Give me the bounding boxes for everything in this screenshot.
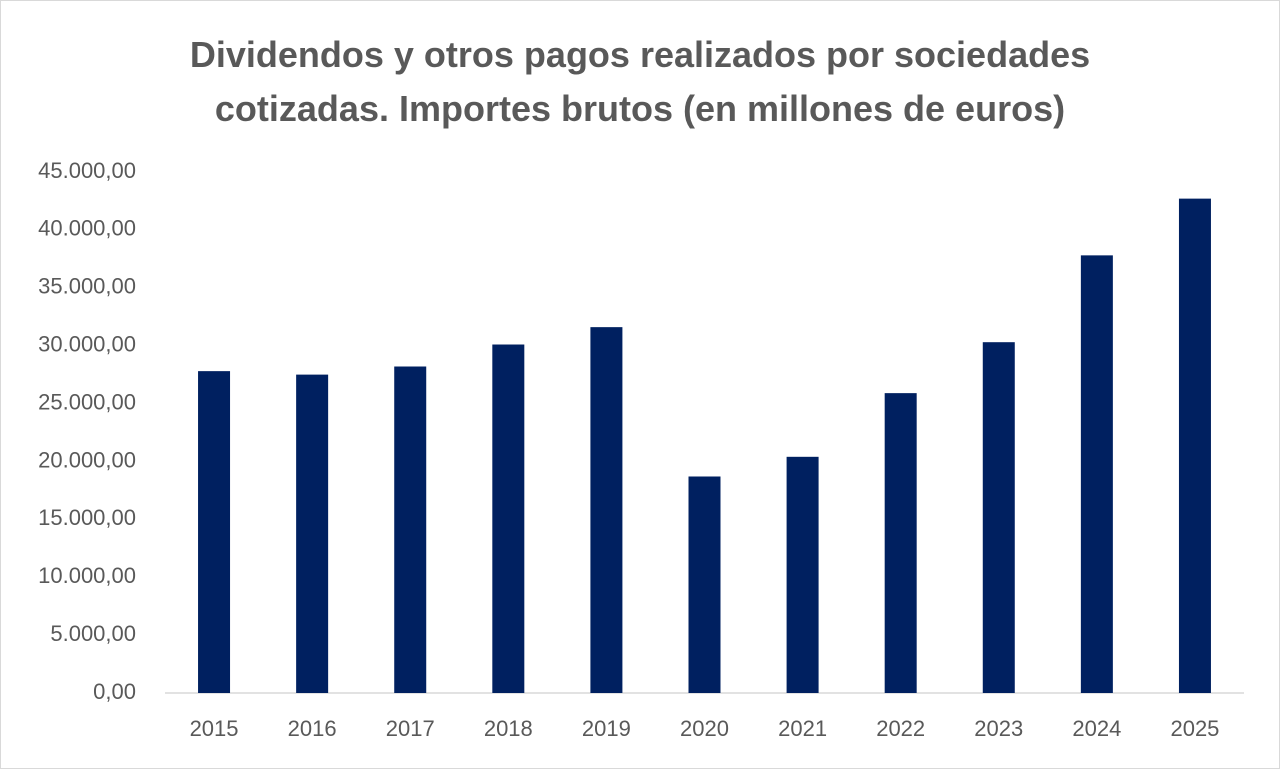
y-tick-label: 15.000,00 bbox=[38, 505, 136, 530]
chart-title: Dividendos y otros pagos realizados por … bbox=[189, 34, 1091, 129]
y-tick-label: 30.000,00 bbox=[38, 331, 136, 356]
x-tick-label: 2023 bbox=[974, 716, 1023, 741]
x-tick-label: 2015 bbox=[190, 716, 239, 741]
x-tick-label: 2021 bbox=[778, 716, 827, 741]
x-tick-label: 2022 bbox=[876, 716, 925, 741]
x-tick-label: 2019 bbox=[582, 716, 631, 741]
x-tick-label: 2020 bbox=[680, 716, 729, 741]
bar bbox=[982, 342, 1015, 693]
bar bbox=[296, 374, 329, 693]
x-tick-label: 2025 bbox=[1170, 716, 1219, 741]
bar bbox=[590, 327, 623, 693]
y-tick-label: 5.000,00 bbox=[50, 621, 136, 646]
x-tick-label: 2016 bbox=[288, 716, 337, 741]
y-tick-label: 10.000,00 bbox=[38, 563, 136, 588]
y-tick-label: 40.000,00 bbox=[38, 216, 136, 241]
x-tick-label: 2017 bbox=[386, 716, 435, 741]
bar bbox=[688, 476, 721, 693]
y-tick-label: 25.000,00 bbox=[38, 389, 136, 414]
bar bbox=[1178, 198, 1211, 693]
y-tick-label: 20.000,00 bbox=[38, 447, 136, 472]
bar bbox=[786, 456, 819, 693]
bar bbox=[1080, 255, 1113, 694]
x-tick-label: 2024 bbox=[1072, 716, 1121, 741]
y-tick-label: 0,00 bbox=[93, 679, 136, 704]
y-tick-label: 35.000,00 bbox=[38, 274, 136, 299]
x-tick-label: 2018 bbox=[484, 716, 533, 741]
bar bbox=[394, 366, 427, 693]
bar bbox=[492, 344, 525, 693]
bar bbox=[198, 371, 231, 693]
bar bbox=[884, 393, 917, 693]
y-tick-label: 45.000,00 bbox=[38, 158, 136, 183]
